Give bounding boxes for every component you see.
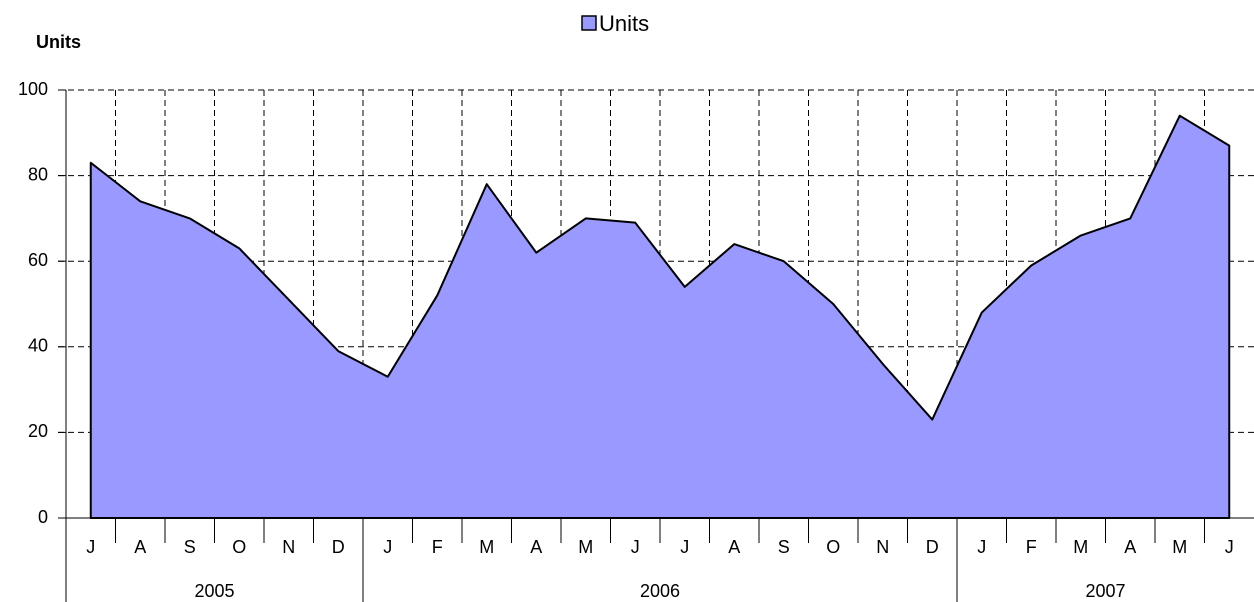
x-tick-label: O — [826, 537, 840, 557]
x-tick-label: M — [479, 537, 494, 557]
y-tick-label: 60 — [28, 250, 48, 270]
x-tick-label: M — [1073, 537, 1088, 557]
x-tick-label: A — [728, 537, 740, 557]
x-tick-label: N — [282, 537, 295, 557]
group-label: 2007 — [1085, 581, 1125, 601]
y-tick-label: 20 — [28, 421, 48, 441]
x-tick-label: F — [1026, 537, 1037, 557]
x-tick-label: J — [977, 537, 986, 557]
y-tick-label: 0 — [38, 507, 48, 527]
x-tick-label: A — [134, 537, 146, 557]
x-tick-label: J — [1225, 537, 1234, 557]
x-tick-label: S — [778, 537, 790, 557]
x-tick-label: J — [680, 537, 689, 557]
x-tick-label: N — [876, 537, 889, 557]
legend-swatch — [581, 15, 597, 31]
x-tick-label: J — [86, 537, 95, 557]
x-tick-label: D — [926, 537, 939, 557]
legend-label: Units — [599, 11, 649, 36]
y-tick-label: 40 — [28, 336, 48, 356]
group-label: 2006 — [640, 581, 680, 601]
x-tick-label: F — [432, 537, 443, 557]
y-axis-title: Units — [36, 32, 81, 52]
x-tick-label: J — [631, 537, 640, 557]
x-tick-label: M — [578, 537, 593, 557]
x-tick-label: A — [1124, 537, 1136, 557]
x-tick-label: J — [383, 537, 392, 557]
area — [89, 114, 1231, 519]
x-tick-label: A — [530, 537, 542, 557]
y-tick-label: 100 — [18, 79, 48, 99]
group-label: 2005 — [194, 581, 234, 601]
x-tick-label: O — [232, 537, 246, 557]
x-tick-label: M — [1172, 537, 1187, 557]
x-tick-label: D — [332, 537, 345, 557]
x-tick-label: S — [184, 537, 196, 557]
y-tick-label: 80 — [28, 164, 48, 184]
